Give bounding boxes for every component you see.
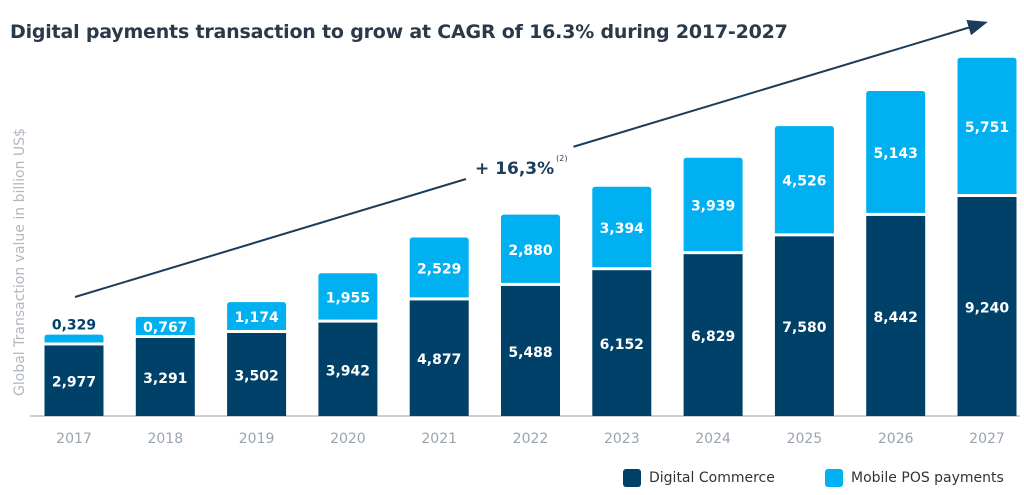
bar-mobile-pos [501, 214, 560, 283]
bar-mobile-pos [957, 57, 1017, 195]
data-label-mobile-pos: 2,880 [508, 243, 553, 259]
data-label-mobile-pos: 3,939 [691, 198, 735, 214]
data-label-mobile-pos: 1,955 [326, 290, 370, 306]
bar-mobile-pos [227, 302, 287, 331]
data-label-digital-commerce: 3,942 [326, 363, 370, 379]
data-label-digital-commerce: 2,977 [52, 375, 96, 391]
data-label-digital-commerce: 4,877 [417, 352, 461, 368]
bar-digital-commerce [592, 270, 652, 416]
data-label-mobile-pos: 5,751 [965, 120, 1009, 136]
bar-digital-commerce [227, 333, 287, 416]
legend-swatch [623, 469, 641, 487]
bar-mobile-pos [318, 273, 378, 320]
x-tick-label: 2022 [513, 431, 549, 447]
data-label-digital-commerce: 7,580 [782, 320, 827, 336]
x-tick-label: 2023 [604, 431, 640, 447]
legend-label: Digital Commerce [649, 470, 775, 486]
cagr-footnote: (2) [556, 154, 567, 163]
legend-item-mobile-pos: Mobile POS payments [825, 469, 1004, 487]
cagr-annotation: + 16,3% [475, 159, 554, 179]
cagr-arrow [573, 19, 988, 148]
data-label-mobile-pos: 0,767 [143, 320, 187, 336]
x-tick-label: 2019 [239, 431, 275, 447]
data-label-digital-commerce: 5,488 [508, 345, 552, 361]
bar-digital-commerce [318, 322, 378, 416]
bar-digital-commerce [774, 236, 834, 416]
bar-mobile-pos [774, 126, 834, 234]
chart-title: Digital payments transaction to grow at … [10, 21, 788, 43]
legend-swatch [825, 469, 843, 487]
legend-label: Mobile POS payments [851, 470, 1004, 486]
bar-digital-commerce [501, 285, 560, 416]
x-tick-label: 2025 [787, 431, 823, 447]
data-label-digital-commerce: 6,829 [691, 329, 735, 345]
bar-digital-commerce [866, 215, 926, 416]
bar-mobile-pos [866, 91, 926, 213]
bar-digital-commerce [957, 197, 1017, 416]
data-label-digital-commerce: 8,442 [874, 310, 918, 326]
data-label-digital-commerce: 9,240 [965, 301, 1010, 317]
x-tick-label: 2017 [56, 431, 92, 447]
data-label-digital-commerce: 6,152 [600, 337, 644, 353]
data-label-mobile-pos: 1,174 [234, 310, 279, 326]
data-label-digital-commerce: 3,502 [234, 369, 278, 385]
legend-item-digital-commerce: Digital Commerce [623, 469, 775, 487]
data-label-mobile-pos: 2,529 [417, 261, 461, 277]
data-label-digital-commerce: 3,291 [143, 371, 187, 387]
bar-mobile-pos [683, 157, 743, 252]
data-label-mobile-pos: 5,143 [874, 146, 918, 162]
data-label-mobile-pos: 3,394 [600, 221, 645, 237]
bar-digital-commerce [683, 254, 743, 416]
x-tick-label: 2018 [147, 431, 183, 447]
x-tick-label: 2026 [878, 431, 914, 447]
bar-mobile-pos [409, 237, 469, 298]
bar-digital-commerce [44, 345, 104, 416]
bar-digital-commerce [409, 300, 469, 416]
x-tick-label: 2024 [695, 431, 731, 447]
cagr-arrow-line [74, 178, 467, 298]
x-tick-label: 2020 [330, 431, 366, 447]
bar-mobile-pos [135, 316, 195, 336]
bar-mobile-pos [592, 186, 652, 268]
y-axis-label: Global Transaction value in billion US$ [12, 128, 28, 396]
data-label-mobile-pos: 0,329 [52, 318, 96, 334]
x-tick-label: 2021 [421, 431, 457, 447]
data-label-mobile-pos: 4,526 [782, 174, 826, 190]
bar-mobile-pos [44, 334, 104, 343]
bar-digital-commerce [135, 338, 195, 416]
x-tick-label: 2027 [969, 431, 1005, 447]
